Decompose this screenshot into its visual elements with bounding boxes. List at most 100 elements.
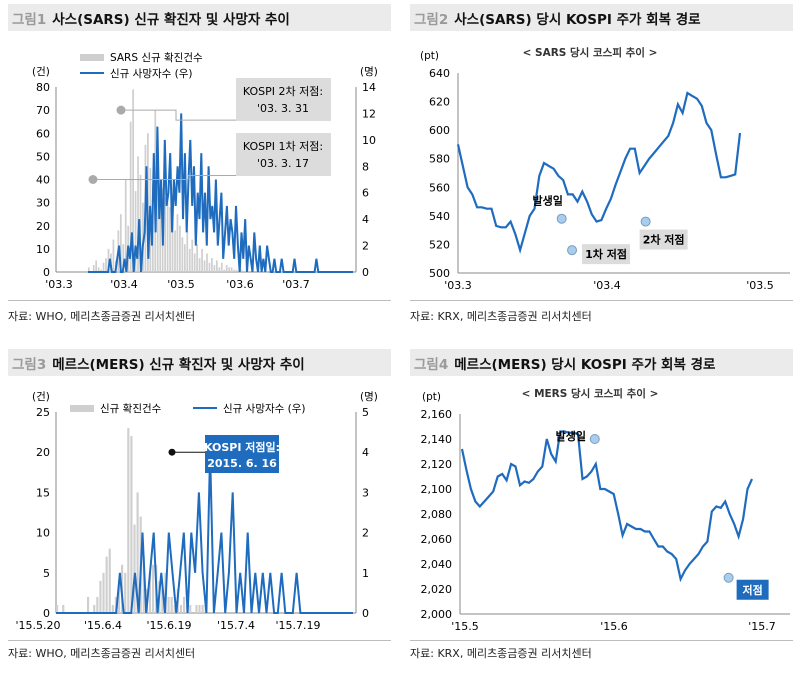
y-left-tick-label: 5: [43, 567, 50, 580]
x-tick-label: '15.6.4: [84, 619, 122, 632]
bar: [211, 258, 213, 272]
label-box: [582, 244, 631, 265]
x-tick-label: '15.6: [600, 620, 628, 633]
y-right-tick-label: 14: [362, 81, 376, 94]
bar: [171, 221, 174, 272]
bar: [188, 248, 191, 272]
bar: [129, 121, 132, 272]
bar: [179, 604, 183, 613]
y-right-tick-label: 4: [362, 213, 369, 226]
left-axis-unit: (건): [32, 66, 50, 78]
chart-sars-cases: (건) (명) 0 10 20 30 40 50 60 70 80 0 2 4 6 8 10 12 14 '03.3 '…: [32, 51, 378, 291]
x-tick-label: '03.3: [45, 278, 73, 291]
x-tick-label: '03.5: [746, 279, 774, 292]
legend-swatch-bar: [70, 405, 94, 412]
right-axis-unit: (명): [360, 391, 378, 403]
legend-label: 신규 사망자수 (우): [110, 68, 193, 80]
bar: [133, 524, 136, 613]
divider: [8, 300, 391, 301]
series-line: [456, 91, 742, 255]
bar: [56, 604, 59, 613]
bar: [189, 604, 192, 613]
bar: [95, 260, 98, 272]
event-marker: [589, 434, 600, 444]
bar: [107, 248, 110, 272]
callout-box: [236, 78, 331, 121]
x-tick-label: '03.5: [167, 278, 195, 291]
y-tick-label: 640: [429, 67, 450, 80]
bar: [122, 244, 125, 272]
y-left-tick-label: 25: [36, 406, 50, 419]
bar: [142, 202, 144, 272]
callout-text: KOSPI 2차 저점:: [243, 85, 323, 98]
bar: [139, 174, 142, 272]
y-right-tick-label: 8: [362, 160, 369, 173]
panel-sars-kospi: 그림2 사스(SARS) 당시 KOSPI 주가 회복 경로 < SARS 당시…: [410, 0, 800, 331]
callout-marker: [88, 175, 98, 184]
bar: [218, 267, 221, 272]
y-tick-label: 2,120: [421, 458, 453, 471]
bar: [102, 262, 105, 272]
x-tick-label: '03.6: [226, 278, 254, 291]
y-left-tick-label: 20: [36, 446, 50, 459]
bar: [240, 269, 243, 272]
y-right-tick-label: 6: [362, 187, 369, 200]
bar: [92, 265, 95, 272]
event-marker: [723, 572, 734, 583]
y-right-tick-label: 2: [362, 527, 369, 540]
y-tick-label: 620: [429, 96, 450, 109]
y-right-tick-label: 3: [362, 486, 369, 499]
legend-label: SARS 신규 확진건수: [110, 51, 203, 64]
event-marker: [567, 245, 578, 256]
figure-number: 그림1: [12, 11, 47, 28]
x-tick-label: '03.4: [110, 278, 138, 291]
y-axis-unit: (pt): [422, 391, 441, 403]
chart-title-bar: 그림4 메르스(MERS) 당시 KOSPI 주가 회복 경로: [410, 349, 793, 376]
y-tick-label: 600: [429, 124, 450, 137]
y-left-tick-label: 50: [36, 150, 50, 163]
bar: [191, 239, 194, 272]
series-line: [88, 113, 353, 273]
panel-mers-cases: 그림3 메르스(MERS) 신규 확진자 및 사망자 추이 (건) (명) 0 5 10…: [8, 345, 398, 676]
bar: [124, 179, 127, 272]
bar: [105, 258, 107, 272]
bar: [198, 604, 201, 613]
x-tick-label: '15.5: [451, 620, 479, 633]
y-tick-label: 2,020: [421, 583, 453, 596]
y-tick-label: 500: [429, 267, 450, 280]
bar: [174, 230, 176, 272]
bar: [208, 262, 211, 272]
x-tick-label: '03.4: [593, 279, 621, 292]
chart-mers-kospi: < MERS 당시 코스피 추이 > (pt) 2,000 2,020 2,040 2,0…: [421, 387, 790, 633]
legend-label: 신규 확진건수: [100, 402, 162, 415]
bar: [156, 161, 159, 272]
y-tick-label: 540: [429, 210, 450, 223]
bar: [108, 548, 111, 613]
bar: [119, 214, 122, 272]
bar: [169, 207, 171, 272]
label-box: [639, 229, 688, 250]
legend-label: 신규 사망자수 (우): [223, 403, 306, 415]
marker-label: 저점: [742, 583, 762, 597]
y-left-tick-label: 70: [36, 104, 50, 117]
x-tick-label: '15.7.19: [275, 619, 320, 632]
bar: [195, 604, 198, 613]
y-left-tick-label: 40: [36, 174, 50, 187]
bar: [161, 588, 164, 613]
y-tick-label: 2,060: [421, 533, 453, 546]
bar: [230, 267, 233, 272]
x-tick-label: '15.7: [748, 620, 776, 633]
y-tick-label: 2,000: [421, 608, 453, 621]
y-tick-label: 560: [429, 181, 450, 194]
y-right-tick-label: 1: [362, 567, 369, 580]
x-tick-label: '15.7.4: [217, 619, 255, 632]
bar: [111, 604, 114, 613]
bar: [136, 492, 139, 613]
bar: [179, 225, 181, 272]
y-right-tick-label: 5: [362, 406, 369, 419]
chart-title: 메르스(MERS) 신규 확진자 및 사망자 추이: [52, 356, 305, 373]
y-right-tick-label: 10: [362, 134, 376, 147]
callout-leader: [121, 109, 236, 121]
callout-leader: [93, 175, 236, 180]
source-note: 자료: WHO, 메리츠종금증권 리서치센터: [8, 647, 196, 660]
